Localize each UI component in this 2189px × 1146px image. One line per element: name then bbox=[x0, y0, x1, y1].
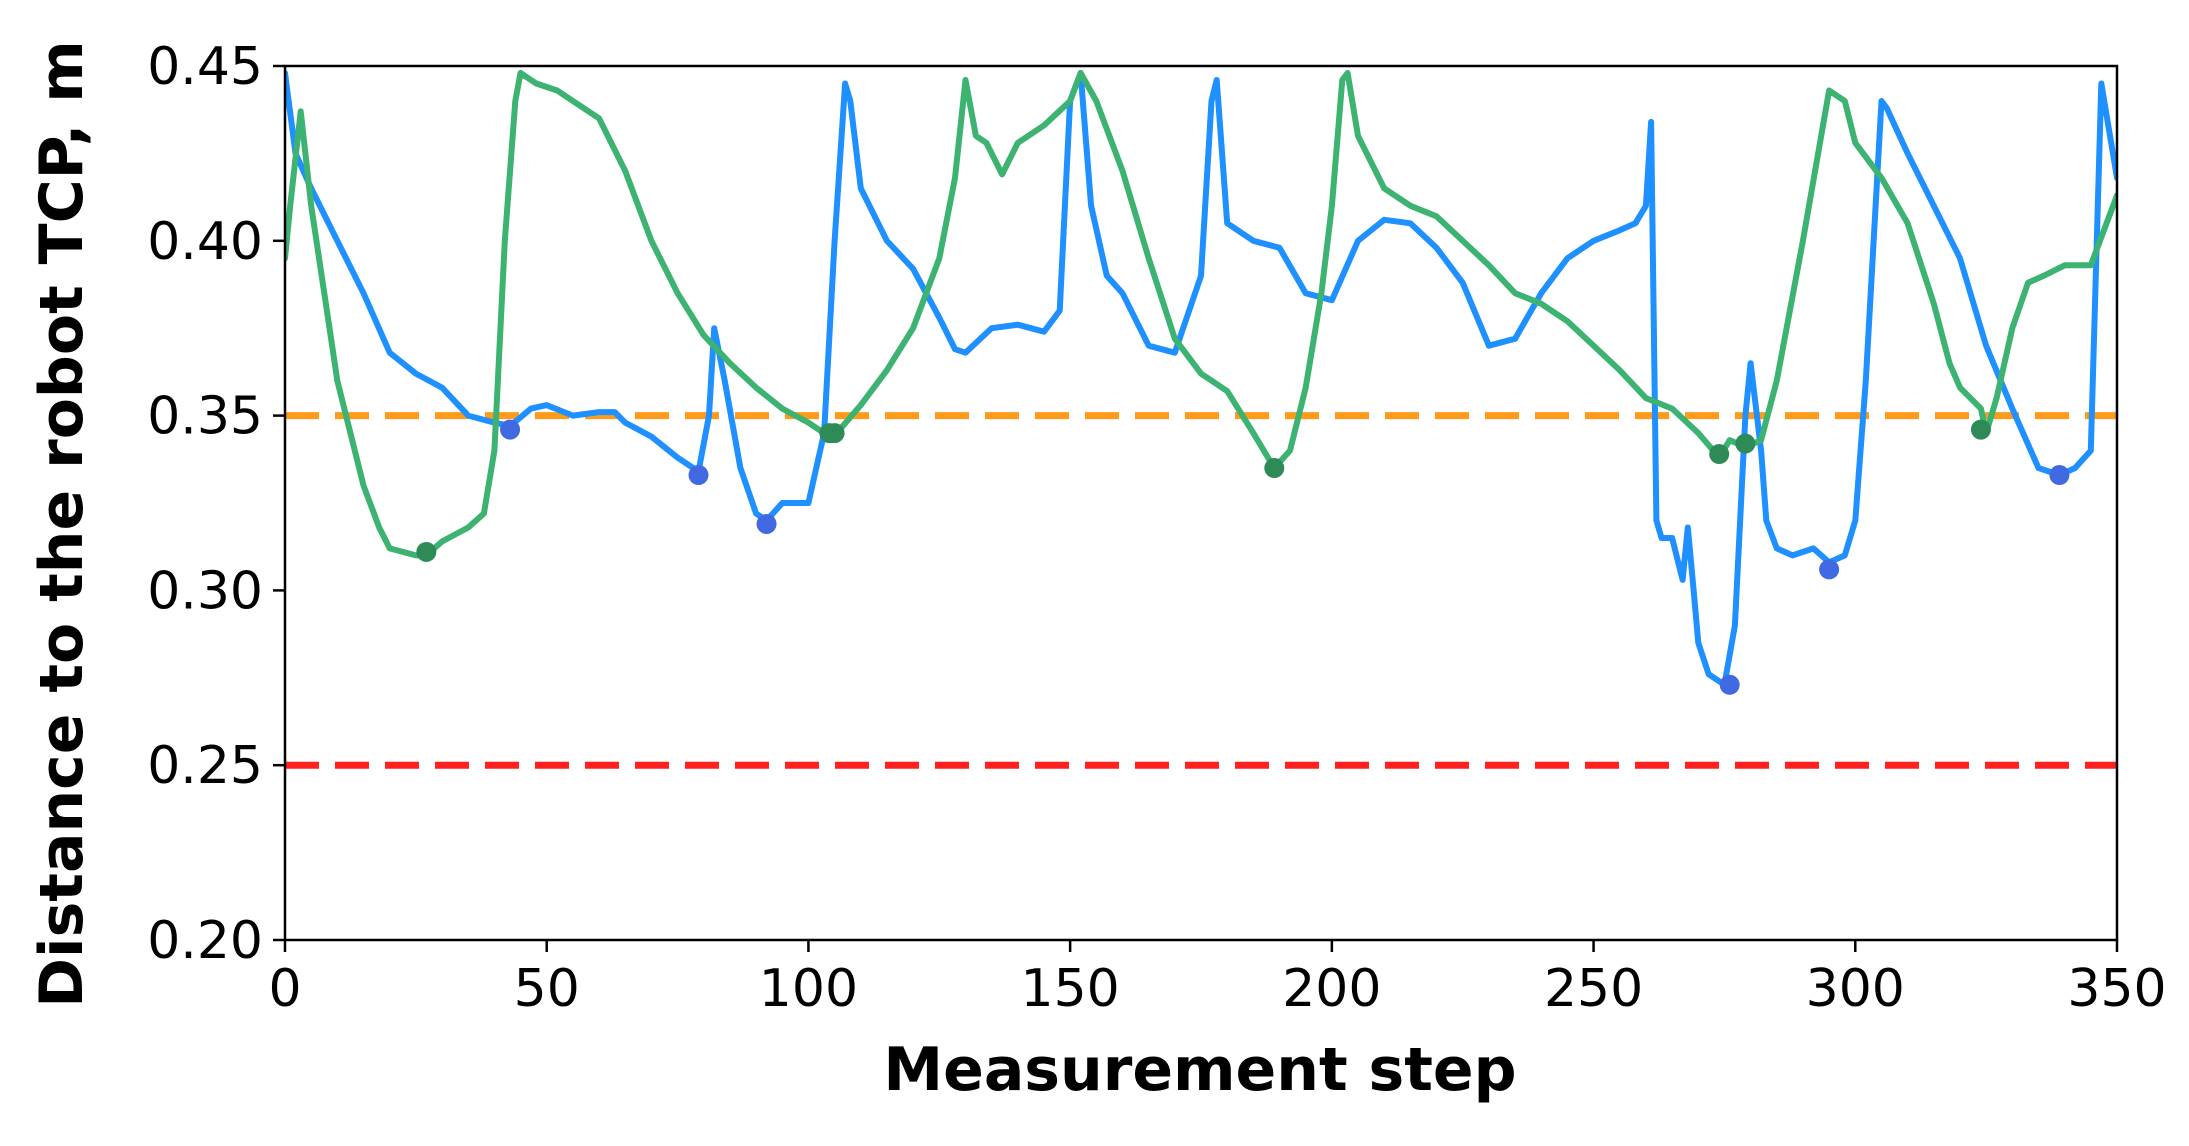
marker-2-5 bbox=[1709, 444, 1730, 465]
x-tick-label-7: 300 bbox=[1806, 959, 1905, 1019]
plot-area bbox=[285, 70, 2117, 769]
series-line-2 bbox=[285, 70, 2117, 559]
plot-frame bbox=[283, 64, 2119, 942]
marker-1-5 bbox=[1819, 559, 1840, 580]
marker-2-4 bbox=[1264, 458, 1285, 479]
series-line-1 bbox=[285, 70, 2117, 688]
marker-2-6 bbox=[1735, 433, 1756, 454]
plot-content bbox=[285, 70, 2117, 769]
x-tick-label-4: 150 bbox=[1021, 959, 1120, 1019]
y-axis-title: Distance to the robot TCP, m bbox=[27, 40, 97, 1008]
y-tick-label-6: 0.45 bbox=[147, 37, 263, 97]
x-tick-label-8: 350 bbox=[2067, 959, 2166, 1019]
x-tick-label-1: 0 bbox=[268, 959, 301, 1019]
x-tick-label-5: 200 bbox=[1282, 959, 1381, 1019]
y-tick-label-5: 0.40 bbox=[147, 212, 263, 272]
marker-1-6 bbox=[2049, 465, 2070, 486]
y-tick-label-4: 0.35 bbox=[147, 387, 263, 447]
marker-1-2 bbox=[688, 465, 709, 486]
marker-2-1 bbox=[416, 541, 437, 562]
axes: 0 50 100 150 200 250 300 350 0.20 0.25 0.30 0.35 0.4… bbox=[147, 37, 2166, 1019]
marker-1-4 bbox=[1719, 674, 1740, 695]
marker-1-3 bbox=[756, 513, 777, 534]
x-tick-label-2: 50 bbox=[514, 959, 580, 1019]
x-axis-title: Measurement step bbox=[883, 1035, 1516, 1105]
y-tick-label-1: 0.20 bbox=[147, 911, 263, 971]
x-tick-label-6: 250 bbox=[1544, 959, 1643, 1019]
marker-1-1 bbox=[500, 419, 521, 440]
marker-2-3 bbox=[824, 423, 845, 444]
x-tick-label-3: 100 bbox=[759, 959, 858, 1019]
y-tick-label-3: 0.30 bbox=[147, 561, 263, 621]
y-tick-label-2: 0.25 bbox=[147, 736, 263, 796]
marker-2-7 bbox=[1970, 419, 1991, 440]
